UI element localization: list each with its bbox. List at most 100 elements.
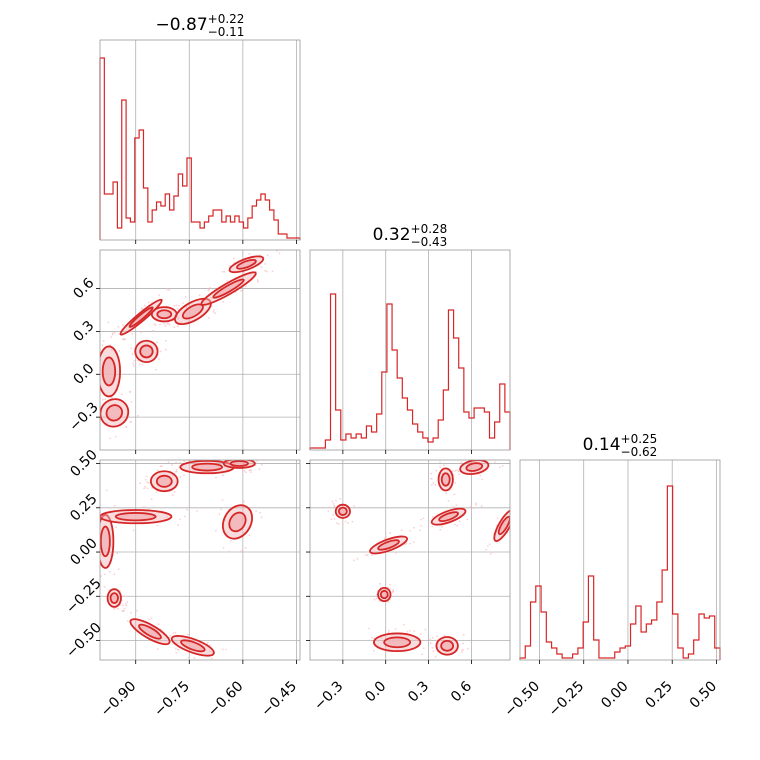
scatter-point xyxy=(420,633,422,635)
scatter-point xyxy=(233,257,235,260)
scatter-point xyxy=(447,499,450,502)
x-tick-label: −0.50 xyxy=(501,678,543,720)
scatter-point xyxy=(156,341,158,344)
title-plus-error: +0.25 xyxy=(621,432,658,446)
scatter-point xyxy=(143,304,146,307)
scatter-point xyxy=(179,476,182,478)
scatter-point xyxy=(214,312,217,315)
panel-frame xyxy=(99,249,301,451)
scatter-point xyxy=(175,648,177,650)
panel-frame xyxy=(309,459,511,661)
scatter-point xyxy=(245,471,248,474)
scatter-point xyxy=(494,461,496,463)
contour-blob xyxy=(437,467,454,492)
contour-inner xyxy=(383,636,412,649)
contour-blob xyxy=(106,588,122,608)
contour-inner xyxy=(337,506,348,516)
scatter-point xyxy=(258,468,261,471)
scatter-point xyxy=(328,506,331,509)
scatter-point xyxy=(228,550,231,553)
scatter-point xyxy=(144,506,147,509)
x-tick-label: −0.75 xyxy=(151,678,193,720)
scatter-point xyxy=(114,435,117,438)
scatter-point xyxy=(383,537,386,540)
contour-blob xyxy=(129,618,171,646)
scatter-point xyxy=(136,609,138,612)
scatter-point xyxy=(122,324,124,326)
scatter-point xyxy=(208,317,210,319)
histogram-panel-3: 0.14+0.25−0.62 xyxy=(519,432,721,664)
contour-blob xyxy=(221,504,253,540)
scatter-point xyxy=(278,252,281,255)
contour-inner xyxy=(438,511,459,523)
scatter-point xyxy=(146,475,148,478)
scatter-point xyxy=(368,627,370,630)
scatter-point xyxy=(335,522,338,524)
scatter-point xyxy=(256,279,259,281)
scatter-point xyxy=(168,289,171,291)
scatter-point xyxy=(175,651,178,654)
scatter-point xyxy=(137,414,140,417)
scatter-point xyxy=(211,651,214,654)
scatter-point xyxy=(389,583,392,586)
panel-title-minus-2: −0.43 xyxy=(411,235,448,249)
scatter-point xyxy=(173,304,176,307)
y-tick-label: 0.50 xyxy=(67,447,100,480)
scatter-point xyxy=(179,461,182,464)
scatter-point xyxy=(156,469,159,472)
title-minus-error: −0.43 xyxy=(411,235,448,249)
scatter-point xyxy=(143,487,146,490)
contour-blob xyxy=(493,509,510,542)
scatter-point xyxy=(387,600,389,603)
contour-inner xyxy=(105,404,124,422)
scatter-point xyxy=(125,604,128,607)
scatter-point xyxy=(233,457,235,459)
x-tick-label: −0.60 xyxy=(205,678,247,720)
panel-title-minus-3: −0.62 xyxy=(621,445,658,459)
scatter-point xyxy=(259,511,262,514)
scatter-point xyxy=(218,513,221,515)
scatter-point xyxy=(332,503,335,505)
scatter-point xyxy=(96,520,98,522)
scatter-point xyxy=(171,494,174,496)
scatter-point xyxy=(501,465,504,467)
scatter-point xyxy=(351,520,354,523)
scatter-point xyxy=(209,287,212,289)
scatter-point xyxy=(453,523,456,526)
contour-blob xyxy=(435,636,459,656)
scatter-point xyxy=(146,481,149,484)
scatter-point xyxy=(432,515,434,518)
scatter-point xyxy=(466,647,469,650)
panel-title-minus-1: −0.11 xyxy=(208,25,245,39)
contour-panel-1-2 xyxy=(96,249,301,454)
scatter-point xyxy=(420,518,422,521)
contour-blob xyxy=(228,255,265,274)
contour-inner xyxy=(440,639,455,652)
scatter-point xyxy=(472,507,475,510)
scatter-point xyxy=(155,491,158,493)
scatter-point xyxy=(103,573,106,576)
scatter-point xyxy=(207,289,210,292)
panel-title-1: −0.87+0.22 xyxy=(156,12,245,35)
scatter-point xyxy=(132,529,135,532)
scatter-point xyxy=(169,634,172,637)
scatter-point xyxy=(380,636,382,639)
scatter-point xyxy=(166,322,169,325)
scatter-point xyxy=(116,552,119,555)
scatter-point xyxy=(373,649,375,652)
scatter-point xyxy=(409,530,411,532)
scatter-point xyxy=(364,553,367,556)
contour-blob xyxy=(100,513,115,569)
contour-blob xyxy=(100,345,121,398)
scatter-point xyxy=(431,484,433,486)
scatter-point xyxy=(333,518,336,520)
scatter-point xyxy=(259,254,262,256)
scatter-point xyxy=(356,558,359,560)
scatter-point xyxy=(379,582,381,585)
scatter-point xyxy=(178,305,181,307)
scatter-point xyxy=(185,306,188,308)
scatter-point xyxy=(445,492,448,495)
scatter-point xyxy=(485,454,487,456)
scatter-point xyxy=(87,516,89,518)
